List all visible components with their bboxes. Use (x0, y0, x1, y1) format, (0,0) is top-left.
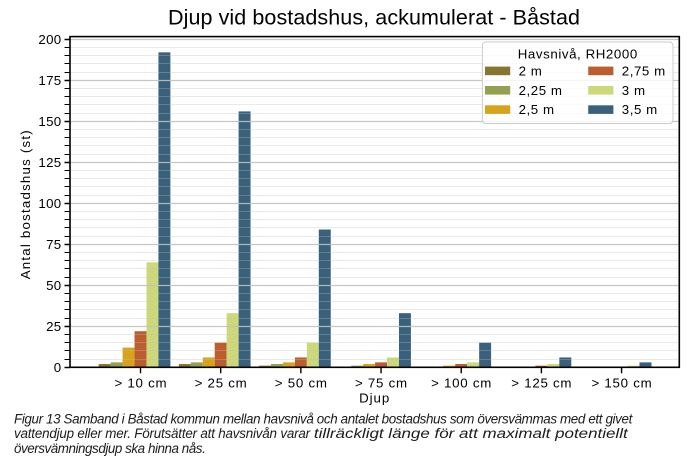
svg-text:3 m: 3 m (622, 83, 646, 98)
svg-text:Havsnivå, RH2000: Havsnivå, RH2000 (518, 47, 638, 62)
svg-text:> 150 cm: > 150 cm (591, 375, 651, 390)
svg-text:150: 150 (38, 114, 61, 129)
svg-text:125: 125 (38, 155, 61, 170)
svg-text:100: 100 (38, 196, 61, 211)
svg-text:175: 175 (38, 73, 61, 88)
svg-text:3,5 m: 3,5 m (622, 102, 658, 117)
svg-text:2,5 m: 2,5 m (519, 102, 555, 117)
svg-text:Antal bostadshus (st): Antal bostadshus (st) (18, 130, 33, 279)
svg-text:Figur 13 Samband i Båstad komm: Figur 13 Samband i Båstad kommun mellan … (14, 411, 634, 426)
svg-text:> 10 cm: > 10 cm (114, 375, 166, 390)
svg-text:2 m: 2 m (519, 63, 543, 78)
svg-text:> 100 cm: > 100 cm (431, 375, 491, 390)
svg-text:Djup: Djup (359, 391, 389, 406)
svg-text:0: 0 (54, 360, 62, 375)
svg-text:Djup vid bostadshus, ackumuler: Djup vid bostadshus, ackumulerat - Båsta… (168, 5, 580, 29)
svg-text:> 25 cm: > 25 cm (195, 375, 247, 390)
svg-text:200: 200 (38, 32, 61, 47)
svg-text:> 75 cm: > 75 cm (355, 375, 407, 390)
svg-text:50: 50 (46, 278, 61, 293)
svg-text:> 125 cm: > 125 cm (511, 375, 571, 390)
svg-text:översvämningsdjup ska hinna nå: översvämningsdjup ska hinna nås. (14, 441, 206, 456)
svg-text:> 50 cm: > 50 cm (275, 375, 327, 390)
svg-text:vattendjup eller mer. Förutsät: vattendjup eller mer. Förutsätter att ha… (14, 426, 629, 441)
svg-text:25: 25 (46, 319, 61, 334)
svg-text:2,75 m: 2,75 m (622, 63, 666, 78)
svg-text:2,25 m: 2,25 m (519, 83, 563, 98)
svg-text:75: 75 (46, 237, 61, 252)
